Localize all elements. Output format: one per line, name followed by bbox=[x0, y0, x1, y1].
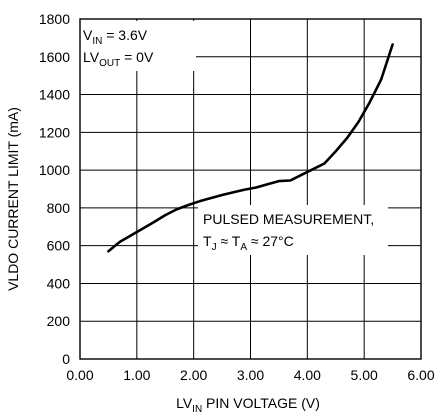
y-tick-label: 1800 bbox=[39, 11, 70, 27]
x-tick-label: 2.00 bbox=[180, 367, 207, 383]
y-tick-label: 1200 bbox=[39, 124, 70, 140]
annotation-temp: TJ ≈ TA ≈ 27°C bbox=[203, 233, 294, 253]
annotation-vin-rest: = 3.6V bbox=[102, 27, 147, 43]
y-tick-label: 1400 bbox=[39, 87, 70, 103]
annotation-lvout-sub: OUT bbox=[99, 58, 120, 69]
x-axis-title-sub: IN bbox=[192, 404, 202, 414]
x-tick-label: 6.00 bbox=[407, 367, 434, 383]
y-tick-label: 0 bbox=[62, 351, 70, 367]
annotation-lvout-rest: = 0V bbox=[120, 49, 154, 65]
annotation-lvout-base: LV bbox=[83, 49, 100, 65]
y-tick-label: 600 bbox=[47, 238, 71, 254]
x-tick-label: 1.00 bbox=[123, 367, 150, 383]
x-axis-title: LVIN PIN VOLTAGE (V) bbox=[176, 395, 320, 414]
annotation-temp-t1: T bbox=[203, 233, 212, 249]
annotation-temp-mid: ≈ T bbox=[217, 233, 241, 249]
tick-labels: 0.00 1.00 2.00 3.00 4.00 5.00 6.00 0 200 400 600 80… bbox=[39, 11, 435, 383]
series-line bbox=[107, 43, 394, 253]
annotation-vin-sub: IN bbox=[92, 36, 102, 47]
x-tick-label: 5.00 bbox=[351, 367, 378, 383]
annotation-vin-base: V bbox=[83, 27, 93, 43]
grid-lines bbox=[80, 19, 421, 359]
annotation-temp-t2sub: A bbox=[240, 242, 247, 253]
annotation-vin: VIN = 3.6V bbox=[83, 27, 148, 47]
x-tick-label: 3.00 bbox=[237, 367, 264, 383]
annotation-box-pulsed bbox=[198, 205, 388, 255]
y-axis-title: VLDO CURRENT LIMIT (mA) bbox=[5, 107, 21, 291]
y-tick-label: 1600 bbox=[39, 49, 70, 65]
annotation-pulsed: PULSED MEASUREMENT, bbox=[203, 211, 374, 227]
y-tick-label: 800 bbox=[47, 200, 71, 216]
annotation-temp-rest: ≈ 27°C bbox=[247, 233, 294, 249]
x-axis-title-base: LV bbox=[176, 395, 193, 411]
y-tick-label: 400 bbox=[47, 275, 71, 291]
x-tick-label: 4.00 bbox=[294, 367, 321, 383]
y-tick-label: 1000 bbox=[39, 162, 70, 178]
y-tick-label: 200 bbox=[47, 313, 71, 329]
x-tick-label: 0.00 bbox=[66, 367, 93, 383]
x-axis-title-rest: PIN VOLTAGE (V) bbox=[202, 395, 320, 411]
plot-frame bbox=[79, 18, 422, 360]
annotation-box-vin bbox=[78, 21, 196, 71]
annotation-temp-t1sub: J bbox=[212, 242, 217, 253]
annotation-lvout: LVOUT = 0V bbox=[83, 49, 154, 69]
